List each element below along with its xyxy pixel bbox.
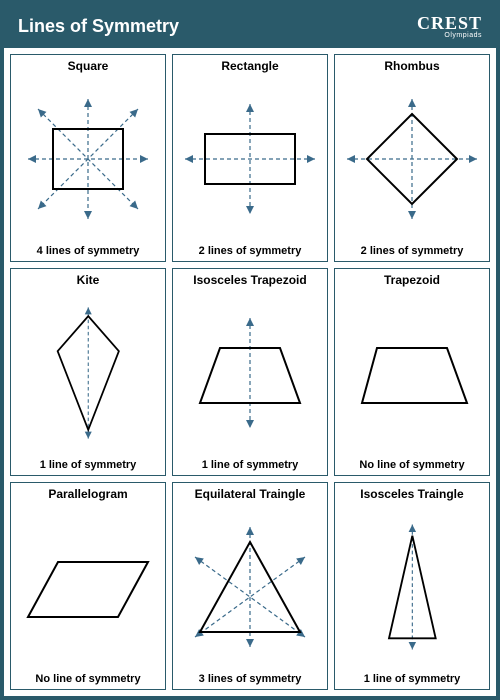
shape-diagram: [13, 287, 163, 459]
shape-cell: Isosceles Trapezoid 1 line of symmetry: [172, 268, 328, 476]
shape-name-label: Equilateral Traingle: [195, 487, 306, 501]
shape-name-label: Trapezoid: [384, 273, 440, 287]
shape-diagram: [337, 501, 487, 673]
logo-sub-text: Olympiads: [417, 32, 482, 39]
shape-cell: Parallelogram No line of symmetry: [10, 482, 166, 690]
shape-diagram: [175, 73, 325, 245]
shape-caption-label: No line of symmetry: [35, 673, 140, 685]
shape-name-label: Rhombus: [384, 59, 439, 73]
shape-caption-label: 1 line of symmetry: [40, 459, 137, 471]
shape-caption-label: 4 lines of symmetry: [37, 245, 140, 257]
shape-caption-label: 2 lines of symmetry: [361, 245, 464, 257]
shape-caption-label: 3 lines of symmetry: [199, 673, 302, 685]
logo-main-text: CREST: [417, 14, 482, 32]
shape-cell: Rhombus 2 lines of symmetry: [334, 54, 490, 262]
shape-cell: Kite 1 line of symmetry: [10, 268, 166, 476]
shape-cell: Rectangle 2 lines of symmetry: [172, 54, 328, 262]
chart-container: Lines of Symmetry CREST Olympiads Square…: [0, 0, 500, 700]
shape-diagram: [13, 501, 163, 673]
shape-caption-label: 1 line of symmetry: [202, 459, 299, 471]
shape-diagram: [175, 501, 325, 673]
shape-name-label: Isosceles Trapezoid: [193, 273, 306, 287]
shape-diagram: [13, 73, 163, 245]
shape-cell: Square 4 lines of symmetry: [10, 54, 166, 262]
shape-cell: Trapezoid No line of symmetry: [334, 268, 490, 476]
shape-name-label: Square: [68, 59, 109, 73]
shape-diagram: [337, 73, 487, 245]
shape-diagram: [175, 287, 325, 459]
shape-name-label: Isosceles Traingle: [360, 487, 463, 501]
shape-name-label: Kite: [77, 273, 100, 287]
shape-diagram: [337, 287, 487, 459]
shape-name-label: Rectangle: [221, 59, 278, 73]
page-title: Lines of Symmetry: [18, 16, 179, 37]
shapes-grid: Square 4 lines of symmetryRectangle 2 li…: [4, 48, 496, 696]
shape-cell: Isosceles Traingle 1 line of symmetry: [334, 482, 490, 690]
header-bar: Lines of Symmetry CREST Olympiads: [4, 4, 496, 48]
shape-caption-label: No line of symmetry: [359, 459, 464, 471]
brand-logo: CREST Olympiads: [417, 14, 482, 39]
shape-cell: Equilateral Traingle 3 lines of symmetry: [172, 482, 328, 690]
shape-name-label: Parallelogram: [48, 487, 127, 501]
shape-caption-label: 1 line of symmetry: [364, 673, 461, 685]
shape-caption-label: 2 lines of symmetry: [199, 245, 302, 257]
